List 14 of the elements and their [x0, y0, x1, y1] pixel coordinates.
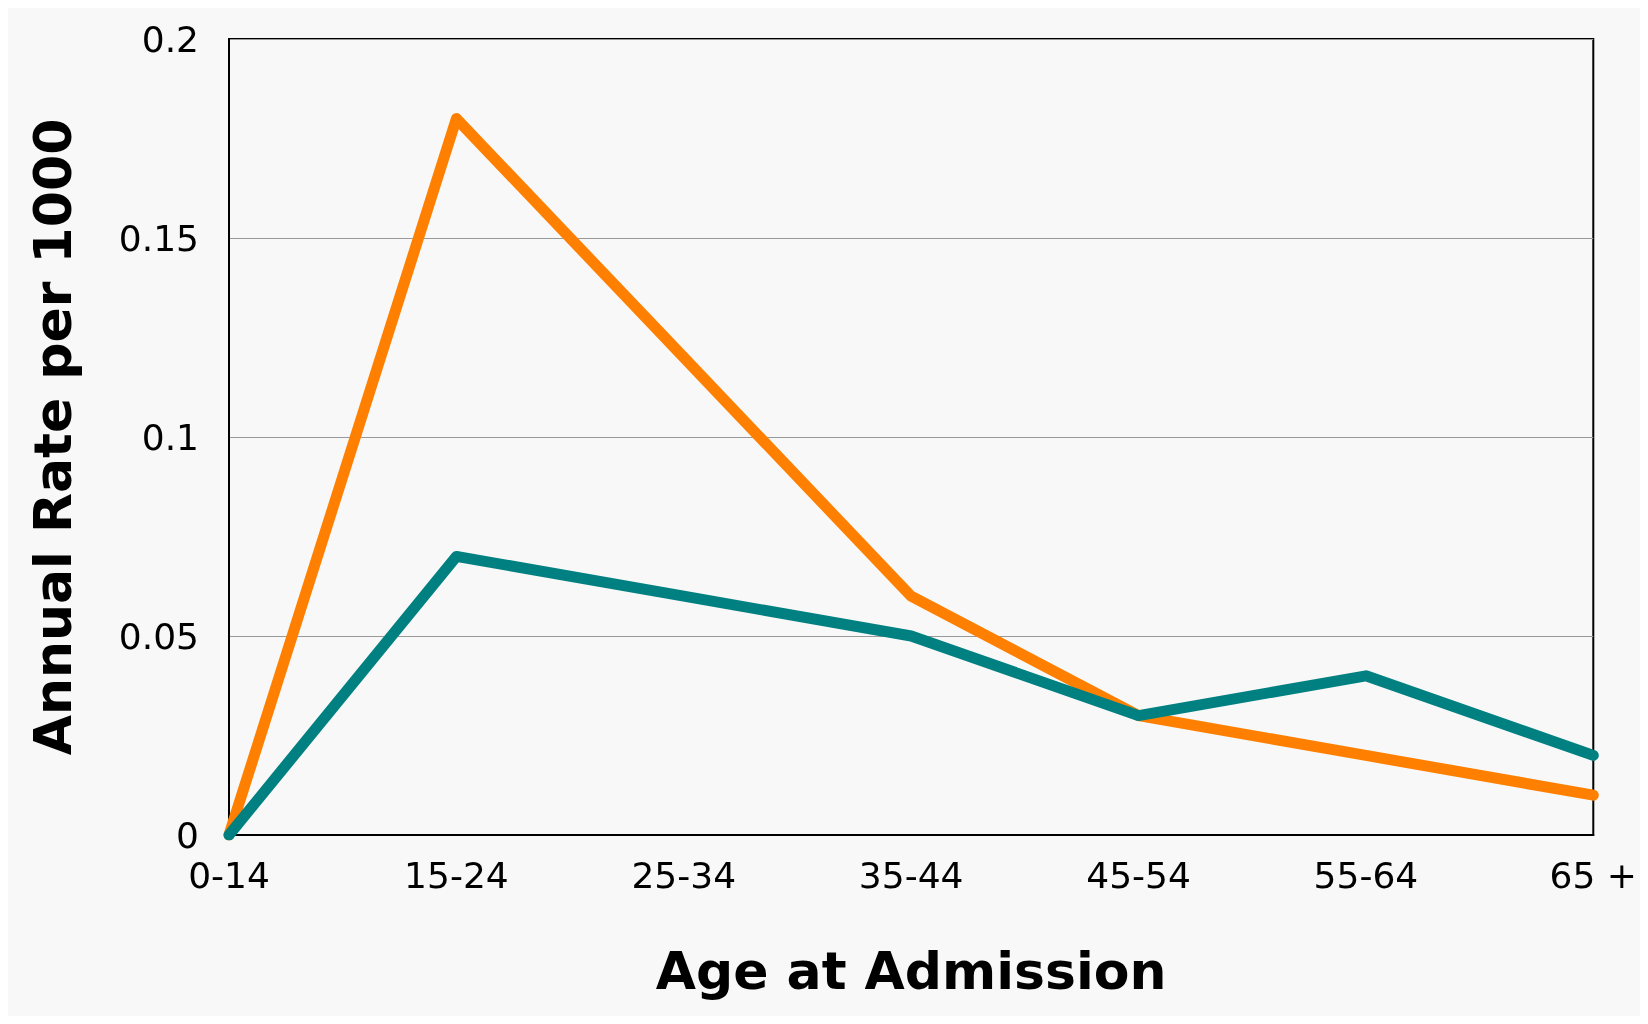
x-axis-title: Age at Admission: [655, 941, 1167, 1001]
y-tick-label: 0.15: [118, 217, 199, 259]
y-axis-title: Annual Rate per 1000: [23, 118, 83, 756]
x-tick-label: 25-34: [631, 854, 737, 896]
y-tick-label: 0.05: [118, 615, 199, 657]
x-tick-label: 35-44: [858, 854, 964, 896]
x-tick-label: 65 +: [1549, 854, 1637, 896]
x-tick-label: 15-24: [404, 854, 509, 896]
y-tick-label: 0.1: [141, 416, 199, 458]
x-tick-label: 45-54: [1086, 854, 1191, 896]
x-tick-label: 0-14: [188, 854, 270, 896]
y-tick-label: 0.2: [141, 18, 199, 60]
x-tick-label: 55-64: [1313, 854, 1419, 896]
y-tick-label: 0: [176, 814, 199, 856]
